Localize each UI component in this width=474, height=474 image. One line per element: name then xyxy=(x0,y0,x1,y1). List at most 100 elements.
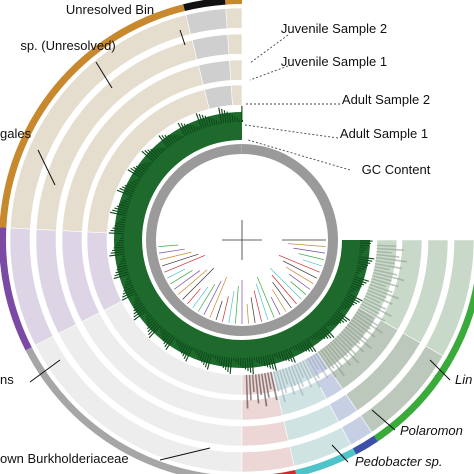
gc-spike xyxy=(212,118,216,126)
gc-spike xyxy=(302,340,311,352)
gc-spike xyxy=(352,280,365,286)
gc-spike xyxy=(202,352,208,366)
gc-spike xyxy=(146,320,157,330)
gc-spike xyxy=(116,205,129,210)
coverage-spike xyxy=(376,244,396,247)
gc-spike xyxy=(122,288,135,295)
gc-spike xyxy=(229,357,233,374)
coverage-spike xyxy=(248,374,252,401)
coverage-spike xyxy=(360,303,380,315)
gc-spike xyxy=(162,332,170,342)
gc-spike xyxy=(192,125,197,132)
gc-spike xyxy=(218,355,221,364)
gc-spike xyxy=(306,338,317,353)
gc-spike xyxy=(170,134,177,143)
gc-spike xyxy=(273,353,276,358)
gc-spike xyxy=(324,323,328,327)
gc-spike xyxy=(117,264,127,268)
gc-spike xyxy=(115,244,125,246)
tree-branch xyxy=(287,243,326,247)
gc-spike xyxy=(108,232,125,235)
gc-spike xyxy=(354,276,370,282)
bin-label-lin: Lin xyxy=(455,372,472,387)
coverage-spike xyxy=(254,374,260,404)
gc-spike xyxy=(109,253,125,257)
gc-spike xyxy=(359,251,364,254)
coverage-spike xyxy=(376,253,400,258)
ring-track-1-red xyxy=(241,446,295,473)
gc-spike xyxy=(319,328,329,339)
tree-branch xyxy=(290,281,307,295)
gc-spike xyxy=(141,163,149,170)
ring-label-adult-2: Adult Sample 2 xyxy=(342,92,430,107)
bin-band-unresolved xyxy=(183,0,226,12)
gc-spike xyxy=(222,356,226,369)
gc-spike xyxy=(177,340,181,346)
gc-spike xyxy=(240,357,242,367)
gc-spike xyxy=(180,123,188,136)
gc-spike xyxy=(112,227,125,230)
gc-spike xyxy=(165,336,176,351)
gc-spike xyxy=(179,135,182,139)
gc-spike xyxy=(116,189,133,197)
gc-spike xyxy=(141,150,155,163)
bin-band-orange-tail xyxy=(225,0,242,5)
gc-spike xyxy=(121,258,126,260)
tree-branch xyxy=(272,289,287,312)
ring-track-3-unresolved xyxy=(198,60,232,86)
gc-spike xyxy=(246,357,249,372)
gc-spike xyxy=(278,352,282,360)
gc-spike xyxy=(229,112,232,123)
gc-spike xyxy=(164,147,168,150)
gc-spike xyxy=(355,269,362,272)
gc-spike xyxy=(182,135,184,138)
gc-spike xyxy=(128,196,132,199)
gc-spike xyxy=(120,218,126,221)
gc-spike xyxy=(145,313,151,318)
coverage-spike xyxy=(296,363,305,379)
gc-spike xyxy=(336,310,351,321)
gc-spike xyxy=(113,273,130,280)
gc-spike xyxy=(343,298,355,306)
gc-spike xyxy=(121,186,135,193)
gc-spike xyxy=(116,266,128,271)
tree-branch xyxy=(162,253,199,267)
tree-branch xyxy=(158,244,179,247)
gc-spike xyxy=(226,111,229,123)
bin-band-orange xyxy=(0,4,185,228)
gc-spike xyxy=(236,117,238,123)
gc-spike xyxy=(292,346,296,351)
coverage-spike xyxy=(350,318,376,338)
coverage-spike xyxy=(309,355,320,370)
gc-spike xyxy=(116,223,126,226)
coverage-spike xyxy=(276,370,286,403)
ring-label-juvenile-1: Juvenile Sample 1 xyxy=(281,54,387,69)
tree-branch xyxy=(164,254,206,273)
gc-spike xyxy=(135,165,146,173)
coverage-spike xyxy=(372,271,405,282)
bin-leader-line xyxy=(371,409,396,431)
coverage-spike xyxy=(299,361,313,388)
tree-branch xyxy=(203,280,222,316)
coverage-spike xyxy=(344,326,372,350)
gc-spike xyxy=(127,169,142,179)
gc-spike xyxy=(320,326,332,339)
coverage-spike xyxy=(264,372,270,398)
coverage-spike xyxy=(352,316,371,330)
tree-branch xyxy=(209,276,228,318)
gc-spike xyxy=(160,329,167,336)
gc-spike xyxy=(349,286,357,291)
gc-spike xyxy=(198,113,205,129)
tree-branch xyxy=(282,260,318,279)
gc-spike xyxy=(178,341,183,349)
coverage-spike xyxy=(375,256,408,263)
gc-spike xyxy=(189,124,195,133)
gc-spike xyxy=(325,322,330,327)
coverage-spike xyxy=(371,277,399,288)
gc-spike xyxy=(269,354,275,370)
gc-spike xyxy=(176,135,180,141)
gc-spike xyxy=(351,282,362,288)
gc-spike xyxy=(201,114,207,128)
ring-track-1-unresolved xyxy=(185,8,228,35)
tree-branch xyxy=(228,291,235,324)
